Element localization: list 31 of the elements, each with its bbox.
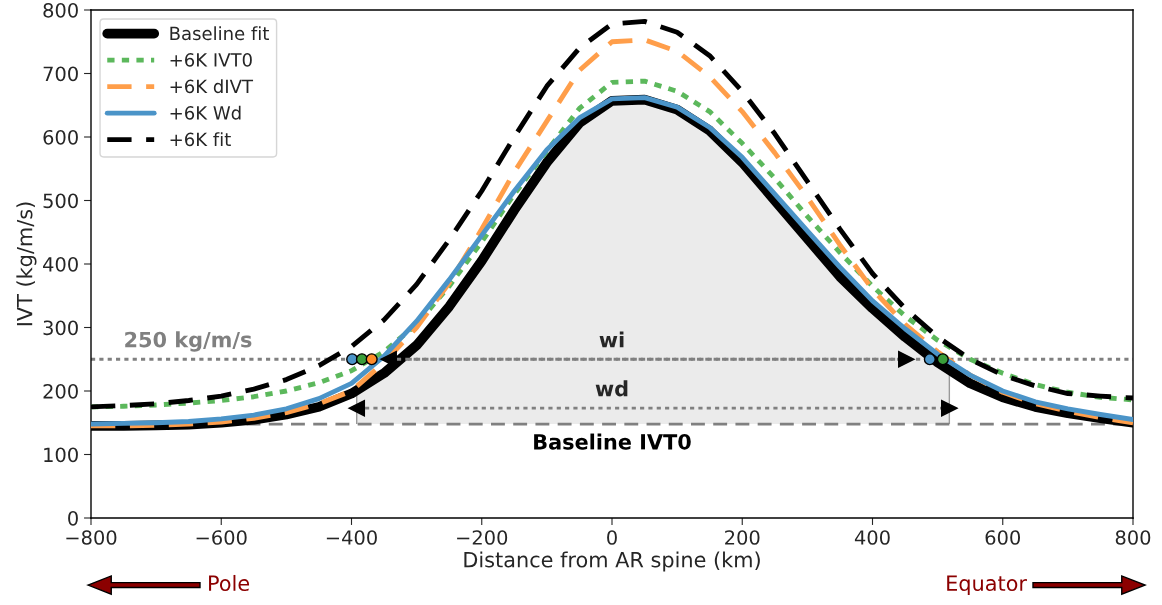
y-tick-label: 600 [43,129,78,145]
annotation: wi [599,331,624,348]
x-tick-label: −800 [66,530,117,545]
legend-label: +6K fit [170,132,231,147]
y-tick-label: 700 [43,66,78,82]
y-tick-label: 0 [68,510,78,526]
x-tick-label: 400 [854,530,890,545]
y-tick-label: 800 [43,2,78,18]
legend-label: Baseline fit [170,26,269,41]
x-tick-label: 200 [725,530,760,545]
x-axis-title: Distance from AR spine (km) [464,551,760,572]
y-axis-title: IVT (kg/m/s) [16,202,37,326]
ref-line-label: Baseline IVT0 [534,433,691,450]
x-tick-label: 800 [1115,530,1151,545]
y-tick-label: 300 [43,320,78,336]
x-tick-label: −200 [457,530,508,545]
annotation: wd [595,380,628,397]
legend-label: +6K IVT0 [170,53,252,67]
legend-label: +6K Wd [170,105,241,120]
ref-line-label: 250 kg/m/s [125,331,252,352]
text: Pole [209,574,250,592]
y-tick-label: 400 [43,256,78,272]
legend-label: +6K dIVT [170,79,254,94]
x-tick-label: 0 [607,530,617,545]
x-tick-label: −400 [326,530,377,545]
x-tick-label: −600 [196,530,247,545]
x-tick-label: 600 [985,530,1021,545]
y-tick-label: 100 [44,447,78,463]
y-tick-label: 500 [43,193,78,209]
text: Equator [947,575,1027,596]
y-tick-label: 200 [43,383,78,399]
